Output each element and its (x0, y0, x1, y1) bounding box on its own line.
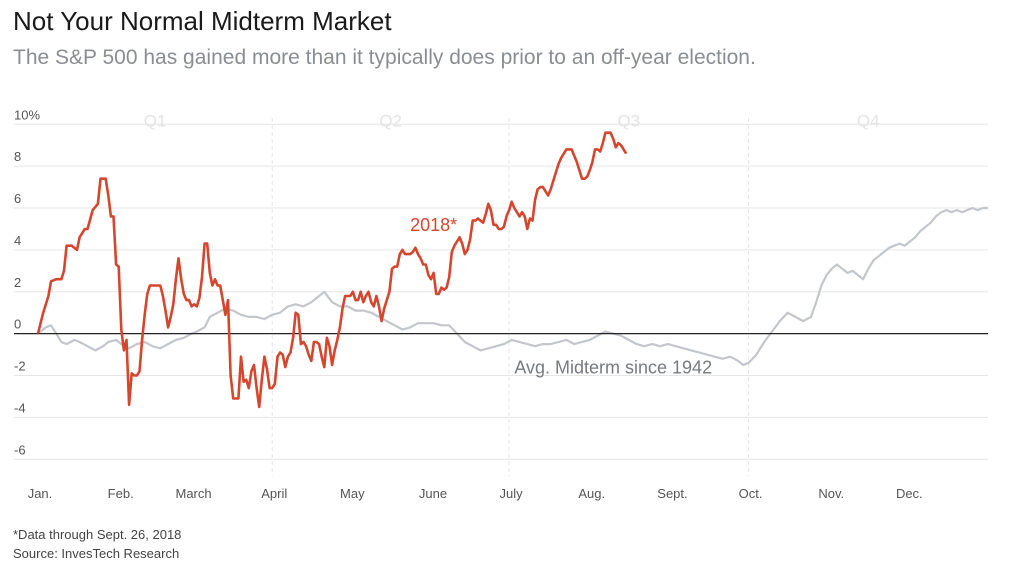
y-tick-label: 2 (14, 275, 21, 290)
x-tick-label: Nov. (818, 486, 844, 501)
x-tick-label: Feb. (108, 486, 134, 501)
x-tick-label: June (419, 486, 447, 501)
y-tick-label: -4 (14, 400, 26, 415)
x-tick-label: Sept. (657, 486, 687, 501)
y-tick-label: 4 (14, 233, 21, 248)
x-tick-label: April (261, 486, 287, 501)
annotation-2018: 2018* (410, 215, 457, 235)
annotation-avg-midterm: Avg. Midterm since 1942 (514, 357, 712, 377)
footnote: *Data through Sept. 26, 2018 (13, 527, 182, 542)
y-tick-label: -2 (14, 359, 26, 374)
chart-title: Not Your Normal Midterm Market (13, 6, 392, 36)
series-line-2018 (36, 131, 628, 409)
x-tick-label: Dec. (896, 486, 923, 501)
x-tick-label: Oct. (739, 486, 763, 501)
y-tick-label: 8 (14, 149, 21, 164)
y-tick-label: 10% (14, 107, 40, 122)
x-tick-label: Aug. (578, 486, 605, 501)
line-chart: 10% 8 6 4 2 0 -2 -4 -6 Q1 Q2 Q3 Q4 Jan. Feb. March April… (14, 107, 988, 501)
x-tick-label: March (175, 486, 211, 501)
series-line-avg-midterm (37, 206, 988, 367)
y-tick-label: 0 (14, 317, 21, 332)
quarter-label: Q4 (857, 111, 880, 130)
x-tick-label: July (500, 486, 524, 501)
x-tick-label: May (340, 486, 365, 501)
quarter-label: Q3 (617, 111, 640, 130)
x-tick-label: Jan. (28, 486, 53, 501)
y-tick-label: 6 (14, 191, 21, 206)
quarter-label: Q2 (379, 111, 402, 130)
y-tick-label: -6 (14, 442, 26, 457)
source-note: Source: InvesTech Research (13, 546, 180, 561)
quarter-label: Q1 (144, 111, 167, 130)
chart-subtitle: The S&P 500 has gained more than it typi… (13, 46, 756, 69)
